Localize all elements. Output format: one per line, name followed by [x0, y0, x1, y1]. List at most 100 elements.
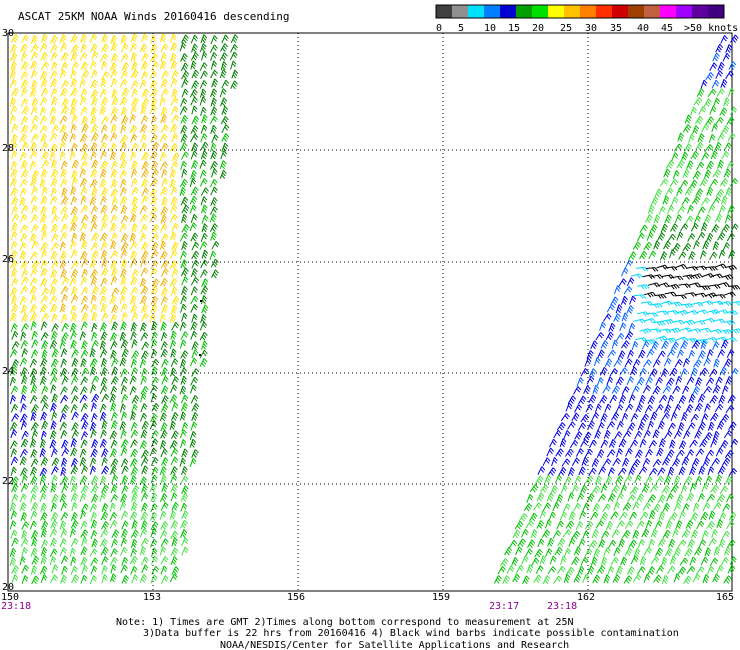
- wind-barb: [51, 348, 59, 358]
- wind-barb: [529, 484, 539, 493]
- wind-barb: [159, 133, 168, 143]
- wind-barb: [140, 224, 148, 233]
- wind-barb: [130, 529, 139, 539]
- wind-barb: [676, 187, 683, 197]
- wind-barb: [10, 160, 18, 171]
- wind-barb: [641, 340, 650, 350]
- wind-barb: [573, 546, 582, 556]
- wind-barb: [628, 251, 637, 261]
- wind-barb: [140, 214, 148, 223]
- wind-barb: [90, 384, 97, 394]
- wind-barb: [655, 547, 664, 557]
- wind-barb: [571, 484, 579, 494]
- wind-barb: [41, 33, 48, 43]
- wind-barb: [718, 538, 726, 548]
- wind-barb: [686, 565, 696, 574]
- wind-barb: [181, 422, 189, 432]
- wind-barb: [181, 510, 189, 520]
- wind-barb: [587, 420, 595, 430]
- wind-barb: [111, 529, 120, 539]
- wind-barb: [20, 304, 28, 314]
- wind-barb: [718, 205, 726, 214]
- wind-barb: [80, 186, 88, 196]
- wind-barb: [684, 476, 693, 485]
- wind-barb: [704, 403, 711, 413]
- wind-barb: [679, 557, 689, 566]
- wind-barb: [180, 115, 189, 124]
- wind-barb: [579, 510, 587, 520]
- wind-barb: [542, 457, 551, 466]
- wind-barb: [139, 358, 147, 368]
- wind-barb: [10, 403, 19, 413]
- wind-barb: [189, 177, 196, 188]
- wind-barb: [522, 575, 530, 585]
- wind-barb: [201, 249, 209, 259]
- wind-barb: [727, 87, 735, 97]
- wind-barb: [219, 52, 228, 61]
- wind-barb: [61, 80, 69, 89]
- wind-barb: [693, 502, 700, 512]
- wind-barb: [666, 160, 675, 169]
- wind-barb: [681, 456, 690, 466]
- wind-barb: [219, 69, 227, 79]
- wind-barb: [160, 240, 167, 250]
- wind-barb: [730, 368, 739, 377]
- wind-barb: [70, 465, 79, 475]
- wind-barb: [576, 377, 584, 387]
- wind-barb: [608, 438, 617, 448]
- wind-barb: [90, 124, 99, 134]
- wind-barb: [139, 79, 147, 89]
- wind-barb: [9, 79, 17, 89]
- wind-barb: [99, 286, 108, 296]
- wind-barb: [171, 241, 179, 251]
- wind-barb: [81, 240, 88, 250]
- wind-barb: [61, 565, 68, 575]
- wind-barb: [179, 106, 188, 115]
- wind-barb: [600, 439, 609, 449]
- wind-barb: [110, 232, 118, 242]
- wind-barb: [119, 151, 127, 161]
- wind-barb: [101, 465, 110, 475]
- wind-barb: [9, 312, 17, 322]
- note-line-3: NOAA/NESDIS/Center for Satellite Applica…: [220, 640, 569, 650]
- wind-barb: [690, 302, 704, 307]
- map-frame: [7, 32, 733, 592]
- wind-barb: [130, 411, 137, 421]
- wind-barb: [80, 484, 89, 494]
- wind-barb: [663, 168, 671, 178]
- wind-barb: [101, 312, 109, 322]
- wind-barb: [674, 214, 682, 224]
- wind-barb: [558, 466, 567, 476]
- wind-barb: [41, 61, 50, 71]
- wind-barb: [49, 339, 58, 349]
- wind-barb: [71, 367, 79, 377]
- wind-barb: [20, 285, 29, 295]
- wind-barb: [525, 520, 534, 529]
- wind-barb: [700, 79, 708, 89]
- wind-barb: [9, 421, 18, 431]
- wind-barb: [567, 395, 577, 405]
- wind-barb: [190, 421, 198, 431]
- wind-barb: [721, 125, 730, 135]
- wind-barb: [723, 291, 736, 297]
- wind-barb: [91, 232, 100, 242]
- wind-barb: [109, 430, 118, 440]
- wind-barb: [707, 88, 717, 97]
- wind-barb: [70, 520, 79, 529]
- wind-barb: [9, 348, 18, 358]
- wind-barb: [10, 43, 18, 53]
- wind-barb: [129, 458, 138, 467]
- wind-barb: [719, 107, 728, 117]
- legend-label: 0: [436, 23, 442, 34]
- wind-barb: [80, 106, 88, 116]
- wind-barb: [131, 196, 139, 206]
- wind-barb: [586, 349, 594, 359]
- wind-barb: [120, 510, 129, 520]
- wind-barb: [703, 386, 713, 395]
- wind-barb: [219, 88, 227, 98]
- wind-barb: [89, 179, 98, 188]
- wind-barb: [694, 265, 708, 271]
- wind-barb: [160, 259, 169, 269]
- wind-barb: [671, 275, 684, 281]
- wind-barb: [60, 178, 68, 188]
